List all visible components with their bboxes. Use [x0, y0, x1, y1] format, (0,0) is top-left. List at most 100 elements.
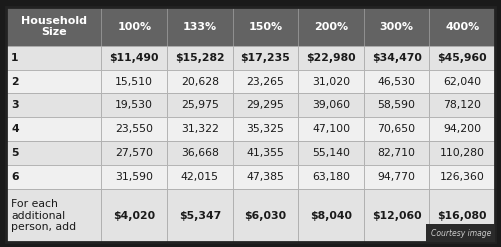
- Bar: [298, 70, 364, 93]
- Text: 19,530: 19,530: [115, 100, 153, 110]
- Text: 27,570: 27,570: [115, 148, 153, 158]
- Text: For each
additional
person, add: For each additional person, add: [11, 199, 76, 232]
- Bar: [429, 165, 495, 189]
- Bar: [232, 7, 298, 46]
- Text: 62,040: 62,040: [443, 77, 481, 86]
- Bar: [232, 70, 298, 93]
- Text: $15,282: $15,282: [175, 53, 224, 63]
- Text: $5,347: $5,347: [179, 210, 221, 221]
- Text: 70,650: 70,650: [378, 124, 416, 134]
- Bar: [429, 117, 495, 141]
- Text: $6,030: $6,030: [244, 210, 287, 221]
- Bar: [429, 7, 495, 46]
- Text: 23,550: 23,550: [115, 124, 153, 134]
- Text: $22,980: $22,980: [306, 53, 356, 63]
- Bar: [102, 70, 167, 93]
- Text: 25,975: 25,975: [181, 100, 219, 110]
- Bar: [364, 165, 429, 189]
- Bar: [6, 189, 102, 242]
- Bar: [232, 46, 298, 70]
- Text: Household
Size: Household Size: [21, 16, 87, 37]
- Text: 47,100: 47,100: [312, 124, 350, 134]
- Text: 31,020: 31,020: [312, 77, 350, 86]
- Text: 23,265: 23,265: [246, 77, 285, 86]
- Bar: [364, 70, 429, 93]
- Text: $16,080: $16,080: [437, 210, 487, 221]
- Text: 42,015: 42,015: [181, 172, 219, 182]
- Text: 29,295: 29,295: [246, 100, 285, 110]
- Bar: [364, 141, 429, 165]
- Text: 5: 5: [11, 148, 19, 158]
- Bar: [102, 93, 167, 117]
- Text: 39,060: 39,060: [312, 100, 350, 110]
- Bar: [364, 117, 429, 141]
- Bar: [298, 141, 364, 165]
- Bar: [6, 141, 102, 165]
- Bar: [429, 46, 495, 70]
- Text: $12,060: $12,060: [372, 210, 421, 221]
- Bar: [429, 93, 495, 117]
- Bar: [232, 165, 298, 189]
- Bar: [167, 7, 232, 46]
- Text: $17,235: $17,235: [240, 53, 290, 63]
- Bar: [298, 46, 364, 70]
- Text: 300%: 300%: [380, 21, 414, 32]
- Bar: [6, 46, 102, 70]
- Bar: [232, 189, 298, 242]
- Text: 200%: 200%: [314, 21, 348, 32]
- Bar: [364, 93, 429, 117]
- Bar: [6, 7, 102, 46]
- Text: 6: 6: [11, 172, 19, 182]
- Bar: [167, 189, 232, 242]
- Text: 31,322: 31,322: [181, 124, 219, 134]
- Text: 63,180: 63,180: [312, 172, 350, 182]
- Text: 100%: 100%: [117, 21, 151, 32]
- Bar: [167, 70, 232, 93]
- Bar: [232, 93, 298, 117]
- Text: $4,020: $4,020: [113, 210, 155, 221]
- Bar: [6, 93, 102, 117]
- Bar: [102, 141, 167, 165]
- Bar: [298, 7, 364, 46]
- Bar: [167, 117, 232, 141]
- Text: $34,470: $34,470: [372, 53, 421, 63]
- Bar: [429, 189, 495, 242]
- Bar: [167, 46, 232, 70]
- Text: 400%: 400%: [445, 21, 479, 32]
- Text: 133%: 133%: [183, 21, 217, 32]
- Bar: [298, 165, 364, 189]
- Text: 82,710: 82,710: [378, 148, 416, 158]
- Bar: [429, 70, 495, 93]
- Text: $45,960: $45,960: [437, 53, 487, 63]
- Bar: [232, 141, 298, 165]
- Bar: [102, 189, 167, 242]
- Text: Courtesy image: Courtesy image: [431, 229, 491, 238]
- Bar: [298, 117, 364, 141]
- Text: 94,200: 94,200: [443, 124, 481, 134]
- Bar: [102, 7, 167, 46]
- Bar: [364, 189, 429, 242]
- Bar: [6, 165, 102, 189]
- Text: 3: 3: [11, 100, 19, 110]
- Bar: [167, 141, 232, 165]
- Bar: [102, 117, 167, 141]
- Bar: [232, 117, 298, 141]
- Text: $11,490: $11,490: [110, 53, 159, 63]
- Text: 126,360: 126,360: [440, 172, 484, 182]
- Text: 150%: 150%: [248, 21, 283, 32]
- Bar: [298, 93, 364, 117]
- Text: 47,385: 47,385: [246, 172, 285, 182]
- Text: 36,668: 36,668: [181, 148, 219, 158]
- Text: 31,590: 31,590: [115, 172, 153, 182]
- Text: 46,530: 46,530: [378, 77, 416, 86]
- Bar: [364, 7, 429, 46]
- Text: 78,120: 78,120: [443, 100, 481, 110]
- Bar: [298, 189, 364, 242]
- Bar: [102, 46, 167, 70]
- Text: 20,628: 20,628: [181, 77, 219, 86]
- Text: 35,325: 35,325: [246, 124, 285, 134]
- Bar: [6, 70, 102, 93]
- Bar: [167, 93, 232, 117]
- Text: 2: 2: [11, 77, 19, 86]
- Text: 4: 4: [11, 124, 19, 134]
